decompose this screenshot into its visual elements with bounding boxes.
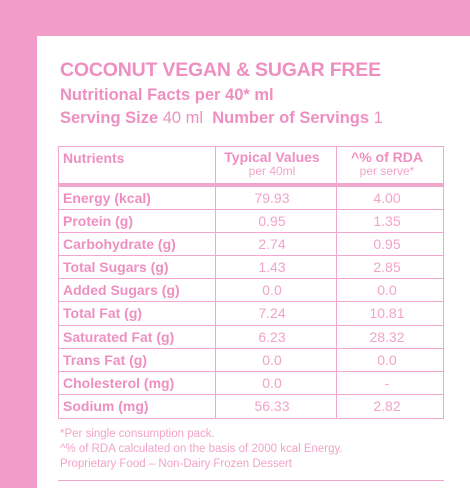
header-rda-label: ^% of RDA xyxy=(351,149,423,165)
nutrition-label-card: COCONUT VEGAN & SUGAR FREE Nutritional F… xyxy=(37,36,470,488)
nutrient-name: Total Fat (g) xyxy=(63,305,143,322)
header-typical-values-sub: per 40ml xyxy=(248,164,296,178)
nutrient-name: Total Sugars (g) xyxy=(63,259,169,276)
nutrient-name: Added Sugars (g) xyxy=(63,282,180,299)
nutrient-rda: 10.81 xyxy=(369,305,405,322)
bottom-divider xyxy=(58,480,444,481)
nutrient-value: 2.74 xyxy=(258,236,286,253)
nutrient-value: 1.43 xyxy=(258,259,286,276)
header-rda: ^% of RDA per serve* xyxy=(335,150,439,178)
table-row: Sodium (mg) 56.33 2.82 xyxy=(59,395,443,418)
nutrient-name: Trans Fat (g) xyxy=(63,351,148,368)
table-header: Nutrients Typical Values per 40ml ^% of … xyxy=(59,147,443,187)
servings-value: 1 xyxy=(373,109,383,127)
nutrient-value: 7.24 xyxy=(258,305,286,322)
table-row: Energy (kcal) 79.93 4.00 xyxy=(59,187,443,211)
nutrient-value: 0.0 xyxy=(262,351,282,368)
serving-info: Serving Size 40 ml Number of Servings 1 xyxy=(60,109,383,128)
nutrient-rda: 0.0 xyxy=(377,282,397,299)
footnote-rda: ^% of RDA calculated on the basis of 200… xyxy=(60,443,343,455)
header-nutrients: Nutrients xyxy=(63,150,125,166)
nutrient-rda: 0.95 xyxy=(373,236,401,253)
nutrient-rda: 1.35 xyxy=(373,213,401,230)
nutrient-name: Sodium (mg) xyxy=(63,397,149,414)
nutrient-rda: - xyxy=(384,374,390,391)
nutrient-value: 6.23 xyxy=(258,328,286,345)
column-divider xyxy=(336,147,337,418)
nutrient-rda: 28.32 xyxy=(369,328,405,345)
table-row: Protein (g) 0.95 1.35 xyxy=(59,210,443,234)
header-typical-values: Typical Values per 40ml xyxy=(213,150,331,178)
table-row: Trans Fat (g) 0.0 0.0 xyxy=(59,349,443,372)
nutrient-value: 79.93 xyxy=(254,190,290,206)
table-row: Carbohydrate (g) 2.74 0.95 xyxy=(59,233,443,257)
nutrient-name: Energy (kcal) xyxy=(63,190,151,206)
table-row: Saturated Fat (g) 6.23 28.32 xyxy=(59,326,443,349)
nutrition-subtitle: Nutritional Facts per 40* ml xyxy=(60,86,274,104)
servings-label: Number of Servings xyxy=(212,109,370,127)
table-row: Total Fat (g) 7.24 10.81 xyxy=(59,302,443,326)
nutrient-name: Protein (g) xyxy=(63,213,133,230)
nutrient-rda: 4.00 xyxy=(373,190,401,206)
header-typical-values-label: Typical Values xyxy=(224,149,320,165)
nutrient-name: Saturated Fat (g) xyxy=(63,328,175,345)
table-row: Cholesterol (mg) 0.0 - xyxy=(59,372,443,395)
nutrient-value: 0.95 xyxy=(258,213,286,230)
nutrient-rda: 2.85 xyxy=(373,259,401,276)
table-row: Added Sugars (g) 0.0 0.0 xyxy=(59,279,443,303)
nutrition-table: Nutrients Typical Values per 40ml ^% of … xyxy=(58,146,444,419)
product-title: COCONUT VEGAN & SUGAR FREE xyxy=(60,59,381,81)
footnotes: *Per single consumption pack. ^% of RDA … xyxy=(60,427,343,472)
nutrient-name: Cholesterol (mg) xyxy=(63,374,175,391)
footnote-product-type: Proprietary Food – Non-Dairy Frozen Dess… xyxy=(60,458,292,470)
header-rda-sub: per serve* xyxy=(359,164,415,178)
serving-size-label: Serving Size xyxy=(60,109,159,127)
serving-size-value: 40 ml xyxy=(162,109,204,127)
nutrient-rda: 0.0 xyxy=(377,351,397,368)
nutrient-name: Carbohydrate (g) xyxy=(63,236,176,253)
column-divider xyxy=(215,147,216,418)
table-row: Total Sugars (g) 1.43 2.85 xyxy=(59,256,443,280)
footnote-serving: *Per single consumption pack. xyxy=(60,428,215,440)
table-body: Energy (kcal) 79.93 4.00 Protein (g) 0.95 1.… xyxy=(59,187,443,418)
nutrient-value: 0.0 xyxy=(262,282,282,299)
nutrient-value: 0.0 xyxy=(262,374,282,391)
nutrient-value: 56.33 xyxy=(254,397,290,414)
nutrient-rda: 2.82 xyxy=(373,397,401,414)
